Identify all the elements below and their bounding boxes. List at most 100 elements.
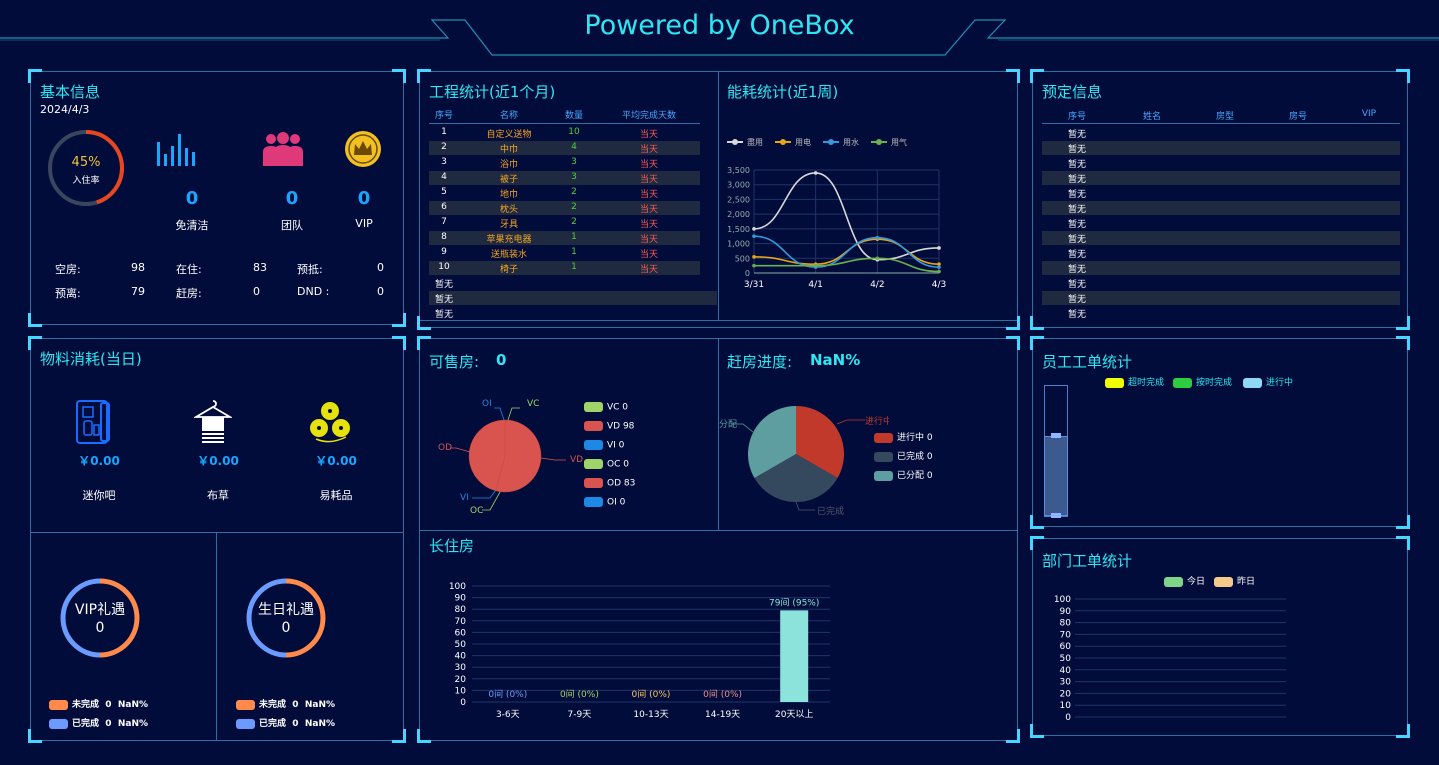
rush-slice-label: 分配 [719, 419, 737, 430]
table-cell: 2 [571, 202, 577, 212]
kpi-value-vip: 0 [357, 188, 371, 209]
table-cell: 5 [441, 187, 447, 197]
stat-label-arrival: 预抵: [297, 263, 323, 276]
staff-scroll-handle[interactable] [1044, 436, 1068, 516]
empty-row: 暂无 [429, 291, 717, 305]
table-row: 2 中巾 4 当天 [429, 141, 700, 155]
sellable-slice [468, 419, 506, 492]
table-cell: 椅子 [499, 265, 518, 275]
staff-legend-ontime[interactable]: 按时完成 [1173, 375, 1232, 388]
rush-legend-item[interactable]: 已完成 0 [874, 449, 933, 462]
material-label-consumables: 易耗品 [319, 489, 353, 502]
staff-handle-bottom-grip[interactable] [1051, 513, 1061, 518]
energy-legend-item[interactable]: 用气 [871, 137, 907, 147]
empty-row: 暂无 [429, 276, 717, 290]
table-cell: 地巾 [499, 190, 518, 200]
longstay-ytick: 70 [455, 617, 467, 627]
birthday-legend-pending: 未完成 0 NaN% [236, 697, 335, 710]
table-cell: 当天 [639, 130, 658, 140]
longstay-ytick: 20 [455, 675, 467, 685]
consumables-icon [310, 402, 350, 443]
longstay-ytick: 0 [460, 698, 466, 708]
longstay-xtick: 7-9天 [568, 710, 592, 720]
dept-panel: 部门工单统计 今日 昨日 0 10 20 30 40 50 60 70 80 90 100 [1030, 536, 1410, 738]
booking-row: 暂无 [1042, 216, 1400, 230]
table-cell: 9 [441, 247, 447, 257]
booking-cell: 暂无 [1067, 220, 1086, 230]
table-cell: 牙具 [499, 220, 518, 230]
sellable-legend-item[interactable]: OI 0 [584, 497, 625, 508]
rush-title: 赶房进度: [727, 353, 793, 371]
rooms-panel: 可售房: 0 VC VD VI OC OD OI VC 0 VD 98 VI 0 OC 0 OD … [417, 336, 1020, 743]
vip-gift-value: 0 [95, 620, 105, 636]
empty-row: 暂无 [429, 306, 717, 320]
kpi-value-clean: 0 [185, 188, 199, 209]
energy-legend-item[interactable]: 盡用 [727, 137, 763, 147]
birthday-legend-done: 已完成 0 NaN% [236, 716, 335, 729]
booking-col-index: 序号 [1067, 112, 1086, 122]
table-cell: 自定义送物 [486, 130, 532, 140]
sellable-slice-label: VC [527, 399, 539, 409]
table-row: 10 椅子 1 当天 [429, 261, 700, 275]
booking-col-roomno: 房号 [1288, 112, 1307, 122]
table-cell: 苹果充电器 [486, 235, 532, 245]
empty-cell: 暂无 [435, 280, 454, 290]
material-value-linen: ￥0.00 [197, 454, 239, 468]
table-cell: 1 [441, 127, 447, 137]
energy-point [752, 227, 756, 231]
booking-row: 暂无 [1042, 201, 1400, 215]
dept-legend-yesterday[interactable]: 昨日 [1214, 574, 1255, 587]
longstay-ytick: 60 [455, 628, 467, 638]
energy-line-chart: 盡用 用电 用水 用气 0 500 1,000 1,500 2,000 2,500 3,000 3,5… [727, 137, 946, 290]
booking-row: 暂无 [1042, 246, 1400, 260]
staff-legend-inprogress[interactable]: 进行中 [1243, 375, 1293, 388]
energy-point [813, 263, 818, 268]
energy-legend-item[interactable]: 用电 [775, 137, 811, 147]
table-cell: 当天 [639, 235, 658, 245]
booking-cell: 暂无 [1067, 205, 1086, 215]
energy-legend-item[interactable]: 用水 [823, 137, 859, 147]
staff-handle-top-grip[interactable] [1051, 433, 1061, 438]
booking-col-name: 姓名 [1142, 112, 1161, 122]
longstay-ytick: 10 [455, 686, 467, 696]
stat-value-arrival: 0 [377, 261, 384, 274]
dept-ytick: 60 [1060, 642, 1072, 652]
sellable-label-line [494, 407, 505, 421]
table-cell: 8 [441, 232, 447, 242]
rush-legend-item[interactable]: 已分配 0 [874, 468, 933, 481]
energy-xtick: 3/31 [744, 280, 764, 290]
energy-point [875, 235, 880, 240]
energy-point [937, 265, 941, 269]
table-cell: 浴巾 [499, 160, 518, 170]
dept-ytick: 30 [1060, 678, 1072, 688]
sellable-legend-item[interactable]: VI 0 [584, 440, 624, 451]
booking-row: 暂无 [1042, 141, 1400, 155]
sellable-legend-item[interactable]: OD 83 [584, 478, 635, 489]
sellable-slice-label: VD [570, 455, 583, 465]
birthday-gift-name: 生日礼遇 [258, 602, 314, 618]
longstay-title: 长住房 [429, 537, 475, 555]
longstay-data-label: 79间 (95%) [769, 596, 819, 608]
staff-legend-overtime[interactable]: 超时完成 [1105, 375, 1164, 388]
table-row: 5 地巾 2 当天 [429, 186, 700, 200]
dept-legend-today[interactable]: 今日 [1164, 574, 1205, 587]
energy-legend-label: 用电 [795, 137, 811, 147]
longstay-ytick: 100 [449, 582, 466, 592]
longstay-data-label: 0间 (0%) [488, 688, 527, 700]
sellable-legend-item[interactable]: VD 98 [584, 421, 634, 432]
materials-title: 物料消耗(当日) [40, 350, 142, 368]
booking-cell: 暂无 [1067, 310, 1086, 320]
sellable-legend-item[interactable]: VC 0 [584, 402, 628, 413]
rush-legend-item[interactable]: 进行中 0 [874, 430, 933, 443]
sellable-legend-item[interactable]: OC 0 [584, 459, 629, 470]
vip-gift-ring [60, 578, 140, 658]
stat-label-vacant: 空房: [55, 263, 81, 276]
energy-legend-label: 用水 [843, 137, 859, 147]
table-row: 4 被子 3 当天 [429, 171, 700, 185]
table-cell: 10 [568, 127, 580, 137]
kpi-value-group: 0 [285, 188, 299, 209]
sellable-count: 0 [496, 351, 507, 369]
rush-slice [754, 454, 838, 502]
booking-row: 暂无 [1042, 291, 1400, 305]
